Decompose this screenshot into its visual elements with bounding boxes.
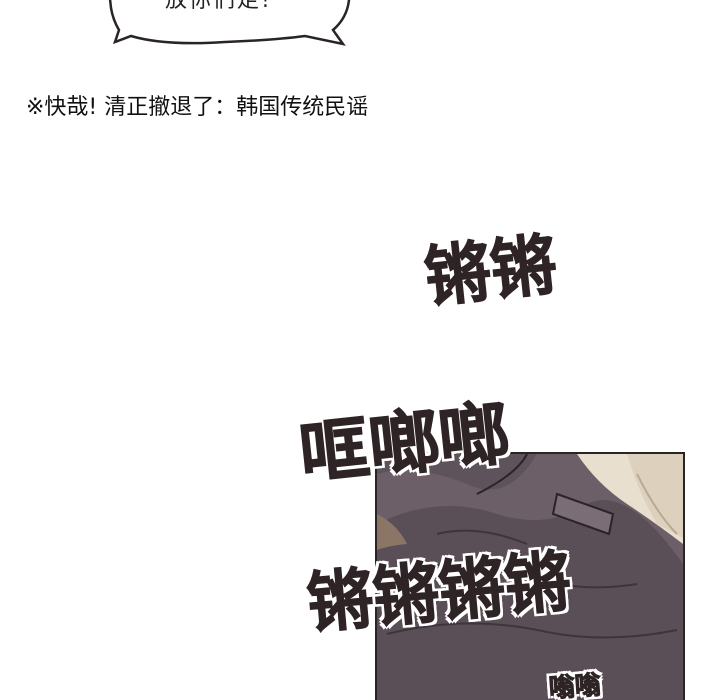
sound-effect-hum: 嗡嗡 [547, 670, 602, 700]
sound-effect-clang-small: 锵锵 [421, 226, 561, 317]
comic-panel [375, 452, 685, 700]
footnote-text: ※快哉! 清正撤退了：韩国传统民谣 [26, 95, 369, 120]
panel-illustration [377, 454, 683, 700]
speech-bubble-text: 放你们走! [165, 0, 272, 13]
sound-effect-clatter: 哐啷啷 [295, 392, 513, 497]
speech-bubble-outline [108, 0, 351, 46]
speech-bubble: 放你们走! [105, 0, 355, 52]
